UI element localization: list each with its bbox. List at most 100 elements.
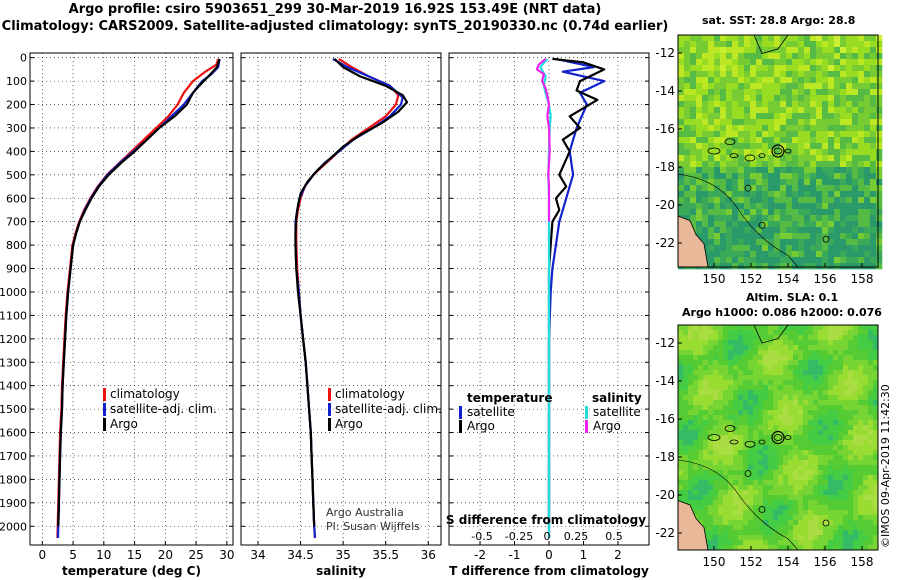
map-cell bbox=[870, 47, 877, 54]
map-cell bbox=[852, 251, 859, 258]
map-cell bbox=[834, 203, 841, 210]
map-cell bbox=[843, 355, 849, 361]
map-cell bbox=[793, 445, 799, 451]
map-x-tick-label: 152 bbox=[740, 555, 763, 569]
map-cell bbox=[793, 390, 799, 396]
map-cell bbox=[763, 460, 769, 466]
map-cell bbox=[873, 340, 879, 346]
map-cell bbox=[688, 545, 694, 551]
map-cell bbox=[788, 495, 794, 501]
map-cell bbox=[864, 47, 871, 54]
map-cell bbox=[852, 59, 859, 66]
map-cell bbox=[858, 390, 864, 396]
map-cell bbox=[838, 405, 844, 411]
map-cell bbox=[792, 263, 799, 270]
map-cell bbox=[713, 395, 719, 401]
map-cell bbox=[828, 203, 835, 210]
map-cell bbox=[698, 385, 704, 391]
map-cell bbox=[690, 263, 697, 270]
map-cell bbox=[714, 257, 721, 264]
map-cell bbox=[810, 137, 817, 144]
map-cell bbox=[853, 470, 859, 476]
map-cell bbox=[743, 365, 749, 371]
map-cell bbox=[828, 233, 835, 240]
map-cell bbox=[858, 345, 864, 351]
map-cell bbox=[804, 59, 811, 66]
x-tick-label: 36 bbox=[421, 548, 436, 562]
map-cell bbox=[744, 263, 751, 270]
map-cell bbox=[738, 59, 745, 66]
map-cell bbox=[743, 460, 749, 466]
map-cell bbox=[868, 380, 874, 386]
map-cell bbox=[758, 455, 764, 461]
map-cell bbox=[743, 530, 749, 536]
map-cell bbox=[726, 239, 733, 246]
map-cell bbox=[738, 95, 745, 102]
map-cell bbox=[803, 450, 809, 456]
map-cell bbox=[713, 345, 719, 351]
map-cell bbox=[783, 425, 789, 431]
map-cell bbox=[786, 209, 793, 216]
map-cell bbox=[768, 510, 774, 516]
map-cell bbox=[846, 77, 853, 84]
map-cell bbox=[822, 131, 829, 138]
map-cell bbox=[852, 209, 859, 216]
map-cell bbox=[728, 325, 734, 331]
map-cell bbox=[838, 430, 844, 436]
map-cell bbox=[774, 113, 781, 120]
map-y-tick-label: -12 bbox=[655, 46, 675, 60]
map-cell bbox=[708, 375, 714, 381]
map-cell bbox=[684, 119, 691, 126]
map-cell bbox=[753, 435, 759, 441]
map-x-tick-label: 154 bbox=[777, 272, 800, 286]
map-cell bbox=[726, 119, 733, 126]
map-cell bbox=[808, 540, 814, 546]
map-cell bbox=[758, 335, 764, 341]
map-cell bbox=[696, 143, 703, 150]
map-cell bbox=[758, 535, 764, 541]
map-cell bbox=[778, 465, 784, 471]
map-cell bbox=[833, 430, 839, 436]
map-cell bbox=[768, 365, 774, 371]
map-cell bbox=[774, 131, 781, 138]
map-cell bbox=[708, 119, 715, 126]
map-cell bbox=[708, 53, 715, 60]
map-cell bbox=[868, 515, 874, 521]
map-cell bbox=[823, 525, 829, 531]
map-cell bbox=[714, 47, 721, 54]
map-cell bbox=[870, 197, 877, 204]
map-cell bbox=[693, 400, 699, 406]
map-cell bbox=[773, 525, 779, 531]
map-cell bbox=[708, 490, 714, 496]
map-cell bbox=[792, 221, 799, 228]
map-cell bbox=[720, 41, 727, 48]
map-cell bbox=[744, 251, 751, 258]
map-cell bbox=[763, 425, 769, 431]
map-cell bbox=[728, 365, 734, 371]
map-cell bbox=[843, 390, 849, 396]
reef-outline bbox=[744, 470, 752, 477]
map-cell bbox=[786, 155, 793, 162]
map-cell bbox=[750, 95, 757, 102]
map-cell bbox=[696, 191, 703, 198]
map-cell bbox=[803, 490, 809, 496]
map-cell bbox=[843, 375, 849, 381]
map-cell bbox=[840, 35, 847, 42]
map-cell bbox=[758, 440, 764, 446]
map-cell bbox=[828, 510, 834, 516]
map-cell bbox=[750, 89, 757, 96]
map-cell bbox=[698, 525, 704, 531]
map-cell bbox=[818, 355, 824, 361]
map-cell bbox=[846, 59, 853, 66]
map-cell bbox=[703, 450, 709, 456]
map-cell bbox=[798, 173, 805, 180]
map-cell bbox=[718, 475, 724, 481]
map-cell bbox=[863, 355, 869, 361]
map-cell bbox=[728, 405, 734, 411]
map-cell bbox=[750, 233, 757, 240]
map-cell bbox=[778, 475, 784, 481]
map-cell bbox=[753, 410, 759, 416]
map-cell bbox=[738, 191, 745, 198]
map-cell bbox=[773, 410, 779, 416]
map-cell bbox=[702, 113, 709, 120]
